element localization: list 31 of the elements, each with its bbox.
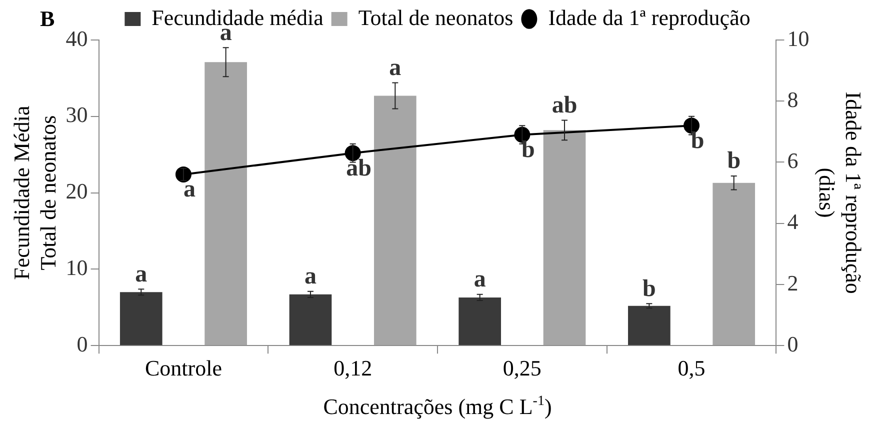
y2-tick-label: 6 xyxy=(787,148,798,174)
data-label: a xyxy=(389,54,402,81)
data-label: ab xyxy=(346,155,372,182)
chart-title: B xyxy=(40,6,55,32)
y-tick-label: 20 xyxy=(66,178,88,204)
data-label: b xyxy=(521,136,535,163)
data-label: a xyxy=(474,266,486,293)
data-label: b xyxy=(727,148,741,174)
y2-tick-label: 8 xyxy=(787,86,798,112)
data-label: b xyxy=(642,276,656,302)
x-tick-label: 0,12 xyxy=(334,356,372,381)
data-label: a xyxy=(304,264,316,290)
data-label: ab xyxy=(552,92,578,118)
x-tick-label: 0,25 xyxy=(502,356,542,381)
y-tick-label: 30 xyxy=(66,102,88,128)
data-label: b xyxy=(690,128,704,154)
y-axis-title: Fecundidade Média Total de neonatos xyxy=(8,106,60,280)
legend-label: Idade da 1ª reprodução xyxy=(548,4,750,30)
y-tick-label: 10 xyxy=(66,254,88,280)
y-tick-label: 40 xyxy=(66,26,88,51)
y2-axis-title: Idade da 1ª reprodução (dias) xyxy=(814,92,866,294)
y-tick-label: 0 xyxy=(76,331,88,356)
x-tick-label: 0,5 xyxy=(678,356,706,381)
y2-tick-label: 4 xyxy=(787,209,798,234)
data-label: a xyxy=(183,176,196,203)
y2-tick-label: 0 xyxy=(787,331,798,356)
data-label: a xyxy=(135,261,148,288)
y2-tick-label: 2 xyxy=(787,270,798,296)
y2-tick-label: 10 xyxy=(787,26,810,51)
x-tick-label: Controle xyxy=(144,356,222,381)
legend-label: Total de neonatos xyxy=(358,4,514,30)
